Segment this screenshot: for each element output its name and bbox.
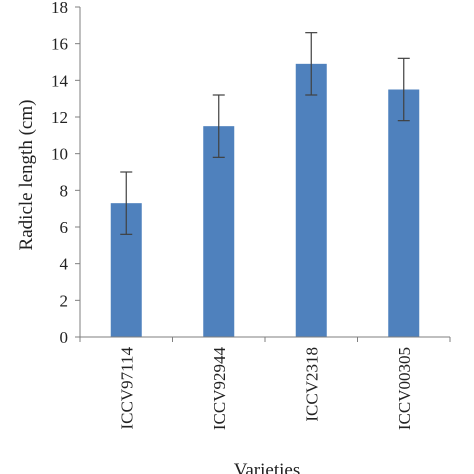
x-axis-title: Varieties [234, 460, 300, 474]
y-tick-label: 6 [60, 218, 69, 237]
x-tick-label: ICCV00305 [395, 347, 414, 430]
y-tick-label: 18 [51, 0, 68, 17]
x-tick-label: ICCV2318 [302, 347, 321, 422]
bar-iccv00305 [388, 89, 420, 337]
y-tick-label: 8 [60, 181, 69, 200]
y-tick-label: 0 [60, 328, 69, 347]
y-tick-label: 12 [51, 108, 68, 127]
bars [110, 63, 420, 338]
y-tick-label: 4 [60, 255, 69, 274]
y-tick-label: 10 [51, 145, 68, 164]
x-tick-label: ICCV97114 [117, 347, 136, 430]
y-tick-label: 14 [51, 71, 69, 90]
x-tick-label: ICCV92944 [210, 347, 229, 431]
x-axis-ticks: ICCV97114 ICCV92944 ICCV2318 ICCV00305 [79, 337, 451, 431]
y-tick-label: 16 [51, 35, 68, 54]
error-bars [120, 32, 410, 235]
bar-iccv2318 [295, 63, 327, 337]
y-axis-title: Radicle length (cm) [16, 100, 37, 251]
bar-iccv92944 [203, 126, 235, 338]
y-axis-ticks: 0 2 4 6 8 10 12 14 16 18 [51, 0, 80, 347]
y-tick-label: 2 [60, 291, 69, 310]
